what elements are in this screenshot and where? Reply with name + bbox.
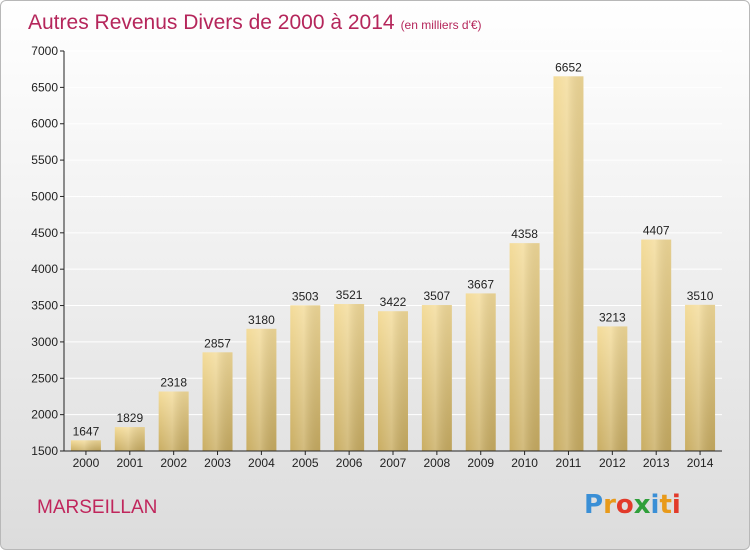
y-tick-label: 5500 <box>31 153 58 167</box>
x-tick-label: 2007 <box>380 456 407 470</box>
bar-highlight <box>378 311 408 451</box>
y-tick-label: 1500 <box>31 444 58 458</box>
y-tick-label: 6000 <box>31 117 58 131</box>
bars <box>70 76 716 452</box>
x-tick-label: 2000 <box>73 456 100 470</box>
y-tick-label: 7000 <box>31 44 58 58</box>
chart-title-main: Autres Revenus Divers de 2000 à 2014 <box>28 11 395 34</box>
bar-highlight <box>509 243 540 451</box>
x-tick-label: 2009 <box>467 456 494 470</box>
bar-highlight <box>685 304 716 451</box>
x-tick-label: 2014 <box>687 456 714 470</box>
x-tick-label: 2005 <box>292 456 319 470</box>
x-tick-label: 2001 <box>116 456 143 470</box>
bar-value-label: 1647 <box>73 424 100 438</box>
logo-letter: P <box>584 490 604 520</box>
logo-letter: i <box>650 490 660 520</box>
axes <box>60 50 722 455</box>
bar-value-label: 2318 <box>160 376 187 390</box>
x-tick-label: 2002 <box>160 456 187 470</box>
bar-highlight <box>114 427 145 451</box>
logo-letter: x <box>633 490 651 520</box>
bar-value-label: 3507 <box>424 289 451 303</box>
y-tick-label: 2000 <box>31 408 58 422</box>
bar-highlight <box>421 305 452 451</box>
y-tick-label: 2500 <box>31 371 58 385</box>
y-tick-label: 3500 <box>31 299 58 313</box>
proxiti-logo: Proxiti <box>584 490 681 520</box>
logo-letter: t <box>659 490 672 520</box>
bar-value-label: 4358 <box>511 227 538 241</box>
x-tick-label: 2011 <box>556 456 582 470</box>
bar-highlight <box>290 305 321 451</box>
bar-highlight <box>641 239 672 451</box>
logo-letter: i <box>671 490 681 520</box>
bar-highlight <box>158 391 189 451</box>
x-tick-label: 2008 <box>424 456 451 470</box>
bar-value-label: 3503 <box>292 289 319 303</box>
x-tick-label: 2012 <box>599 456 626 470</box>
x-tick-label: 2010 <box>511 456 538 470</box>
y-tick-label: 5000 <box>31 189 58 203</box>
bar-value-label: 3667 <box>467 277 494 291</box>
commune-name: MARSEILLAN <box>37 497 158 518</box>
y-tick-label: 4000 <box>31 262 58 276</box>
bar-highlight <box>334 304 365 451</box>
labels: 1500 2000 2500 3000 3500 4000 4500 5000 5500 6000… <box>31 44 713 470</box>
bar-highlight <box>202 352 233 451</box>
bar-value-label: 2857 <box>204 336 231 350</box>
bar-value-label: 6652 <box>555 60 582 74</box>
bar-highlight <box>553 76 584 452</box>
y-tick-label: 6500 <box>31 80 58 94</box>
bar-highlight <box>465 293 496 451</box>
bar-value-label: 3510 <box>687 289 714 303</box>
logo-letter: r <box>603 490 616 520</box>
bar-value-label: 3422 <box>380 295 407 309</box>
chart-title: Autres Revenus Divers de 2000 à 2014 (en … <box>28 11 482 35</box>
bar-highlight <box>597 326 628 451</box>
x-tick-label: 2006 <box>336 456 363 470</box>
x-tick-label: 2003 <box>204 456 231 470</box>
bar-value-label: 1829 <box>116 411 143 425</box>
y-tick-label: 3000 <box>31 335 58 349</box>
bar-value-label: 3213 <box>599 310 626 324</box>
logo-letter: o <box>615 490 634 520</box>
y-tick-label: 4500 <box>31 226 58 240</box>
x-tick-label: 2013 <box>643 456 670 470</box>
bar-value-label: 4407 <box>643 224 670 238</box>
bar-value-label: 3180 <box>248 313 275 327</box>
bar-value-label: 3521 <box>336 288 363 302</box>
chart-unit: (en milliers d'€) <box>400 18 482 32</box>
bar-highlight <box>246 328 277 451</box>
x-tick-label: 2004 <box>248 456 275 470</box>
bar-highlight <box>70 440 101 451</box>
